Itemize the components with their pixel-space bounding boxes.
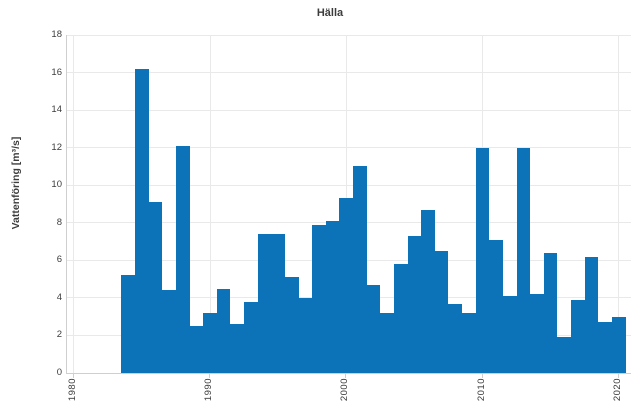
bar bbox=[502, 296, 517, 373]
bar bbox=[298, 297, 313, 373]
bar bbox=[598, 322, 612, 373]
x-tick-label: 2020 bbox=[611, 378, 623, 402]
y-gridline bbox=[67, 147, 631, 149]
bar bbox=[489, 239, 503, 373]
x-tick-label: 2000 bbox=[339, 378, 351, 402]
x-gridline bbox=[73, 35, 75, 373]
bar bbox=[284, 277, 299, 373]
y-tick-label: 12 bbox=[51, 141, 62, 153]
chart-title: Hälla bbox=[316, 7, 344, 19]
x-gridline bbox=[209, 35, 211, 373]
bar bbox=[121, 275, 136, 373]
y-tick-label: 2 bbox=[56, 329, 62, 341]
y-tick-label: 6 bbox=[56, 254, 62, 266]
bar bbox=[312, 224, 326, 373]
bar bbox=[216, 288, 231, 373]
bar bbox=[366, 284, 381, 373]
y-gridline bbox=[67, 184, 631, 186]
bar bbox=[162, 290, 176, 373]
bar bbox=[571, 299, 585, 373]
y-tick-label: 8 bbox=[56, 216, 62, 228]
bar bbox=[448, 303, 463, 373]
x-tick-mark bbox=[481, 374, 483, 378]
bar bbox=[244, 301, 258, 373]
bar bbox=[434, 250, 449, 373]
bar bbox=[271, 234, 285, 373]
bar bbox=[148, 202, 163, 373]
y-tick-label: 4 bbox=[56, 291, 62, 303]
x-gridline bbox=[618, 35, 620, 373]
bar bbox=[339, 198, 354, 373]
bar bbox=[530, 294, 544, 373]
bar bbox=[175, 145, 190, 373]
y-tick-label: 14 bbox=[51, 104, 62, 116]
bar bbox=[584, 256, 599, 373]
y-gridline bbox=[67, 109, 631, 111]
bar bbox=[189, 326, 204, 373]
bar bbox=[611, 316, 626, 373]
x-tick-mark bbox=[617, 374, 619, 378]
x-tick-mark bbox=[72, 374, 74, 378]
bar bbox=[230, 324, 245, 373]
bar bbox=[421, 209, 435, 373]
bar bbox=[135, 68, 149, 373]
bar bbox=[393, 264, 408, 373]
x-tick-mark bbox=[345, 374, 347, 378]
y-tick-label: 0 bbox=[56, 367, 62, 378]
bar bbox=[257, 234, 272, 373]
bar bbox=[516, 147, 531, 373]
y-tick-label: 16 bbox=[51, 66, 62, 78]
x-tick-label: 1990 bbox=[203, 378, 215, 402]
bar bbox=[557, 337, 572, 373]
y-gridline bbox=[67, 34, 631, 36]
plot-area bbox=[66, 34, 631, 374]
x-tick-label: 2010 bbox=[475, 378, 487, 402]
y-gridline bbox=[67, 72, 631, 74]
bar bbox=[325, 220, 340, 373]
y-axis-label: Vattenföring [m³/s] bbox=[10, 136, 22, 230]
bar bbox=[543, 252, 558, 373]
bar bbox=[407, 235, 422, 373]
x-tick-label: 1980 bbox=[66, 378, 78, 402]
bar bbox=[380, 312, 394, 373]
x-tick-mark bbox=[209, 374, 211, 378]
bar bbox=[462, 312, 476, 373]
y-tick-label: 18 bbox=[51, 29, 62, 40]
bar bbox=[475, 147, 490, 373]
bar bbox=[353, 166, 367, 373]
y-tick-label: 10 bbox=[51, 179, 62, 191]
bar bbox=[203, 312, 217, 373]
